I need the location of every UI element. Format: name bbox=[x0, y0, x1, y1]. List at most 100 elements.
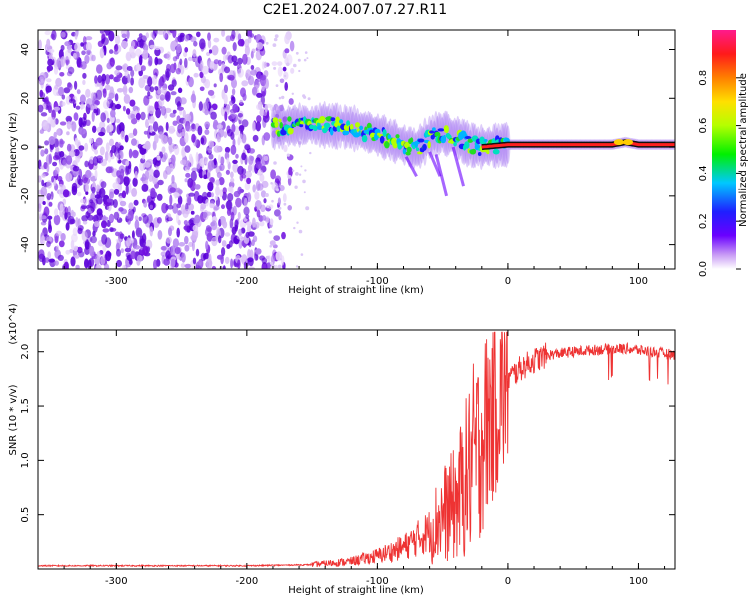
noise-blob bbox=[128, 132, 135, 138]
noise-blob bbox=[139, 161, 146, 172]
noise-blob bbox=[132, 149, 139, 159]
noise-dot bbox=[270, 182, 273, 185]
noise-blob bbox=[269, 218, 274, 226]
noise-blob bbox=[59, 151, 65, 158]
noise-dot bbox=[305, 206, 310, 211]
noise-blob bbox=[275, 106, 281, 115]
noise-blob bbox=[237, 113, 243, 118]
noise-dot bbox=[309, 151, 312, 155]
noise-blob bbox=[245, 214, 250, 220]
colorbar-tick-label: 0.4 bbox=[698, 165, 709, 181]
noise-blob bbox=[124, 164, 130, 176]
noise-blob bbox=[60, 233, 66, 241]
noise-blob bbox=[245, 170, 253, 178]
noise-blob bbox=[184, 34, 190, 42]
noise-blob bbox=[69, 248, 74, 254]
noise-blob bbox=[204, 157, 208, 162]
signal-core bbox=[402, 147, 407, 155]
noise-blob bbox=[208, 253, 212, 265]
noise-blob bbox=[231, 88, 236, 96]
noise-blob bbox=[149, 44, 157, 49]
noise-blob bbox=[161, 146, 166, 154]
noise-blob bbox=[191, 57, 198, 62]
noise-blob bbox=[213, 59, 220, 65]
noise-blob bbox=[173, 192, 180, 197]
noise-blob bbox=[284, 48, 290, 54]
noise-blob bbox=[130, 69, 135, 77]
signal-halo bbox=[471, 122, 476, 169]
noise-blob bbox=[85, 191, 89, 195]
noise-blob bbox=[141, 183, 149, 192]
noise-blob bbox=[68, 98, 76, 104]
noise-blob bbox=[96, 251, 101, 260]
noise-blob bbox=[241, 152, 247, 161]
signal-halo bbox=[287, 106, 293, 146]
noise-blob bbox=[196, 261, 202, 266]
noise-blob bbox=[184, 132, 189, 144]
noise-blob bbox=[67, 48, 72, 54]
signal-core bbox=[444, 125, 449, 134]
noise-blob bbox=[85, 49, 92, 56]
noise-blob bbox=[104, 84, 111, 91]
noise-blob bbox=[145, 32, 149, 39]
signal-halo bbox=[320, 103, 326, 147]
noise-blob bbox=[256, 154, 263, 162]
noise-blob bbox=[52, 169, 58, 177]
noise-blob bbox=[168, 125, 176, 134]
noise-blob bbox=[229, 186, 234, 194]
noise-blob bbox=[96, 184, 100, 192]
noise-blob bbox=[147, 213, 153, 225]
noise-blob bbox=[38, 39, 42, 51]
noise-blob bbox=[229, 100, 234, 106]
signal-core bbox=[279, 122, 284, 129]
noise-blob bbox=[113, 188, 120, 195]
signal-core bbox=[429, 130, 435, 134]
noise-blob bbox=[274, 264, 278, 269]
noise-blob bbox=[165, 236, 172, 244]
noise-blob bbox=[235, 197, 242, 208]
noise-blob bbox=[53, 66, 59, 75]
noise-blob bbox=[237, 259, 241, 269]
signal-halo bbox=[416, 129, 422, 166]
noise-blob bbox=[120, 248, 125, 254]
signal-streak bbox=[451, 146, 465, 187]
noise-blob bbox=[67, 66, 75, 75]
spectrogram-y-ticks: -40 -20 0 20 40 bbox=[20, 43, 675, 253]
noise-blob bbox=[133, 199, 139, 206]
noise-blob bbox=[216, 171, 222, 179]
noise-blob bbox=[124, 247, 132, 253]
noise-blob bbox=[118, 150, 123, 159]
signal-halo bbox=[469, 122, 475, 169]
noise-blob bbox=[287, 176, 292, 186]
noise-blob bbox=[174, 145, 180, 156]
noise-blob bbox=[252, 134, 259, 142]
noise-blob bbox=[48, 224, 52, 234]
noise-blob bbox=[208, 49, 213, 54]
noise-blob bbox=[221, 247, 226, 257]
noise-blob bbox=[184, 47, 189, 53]
noise-blob bbox=[207, 89, 215, 96]
noise-blob bbox=[54, 236, 59, 244]
noise-blob bbox=[218, 235, 222, 244]
noise-blob bbox=[190, 36, 197, 43]
snr-x-ticks: -300 -200 -100 0 100 bbox=[37, 330, 666, 587]
noise-blob bbox=[82, 120, 87, 127]
signal-core bbox=[355, 122, 360, 128]
noise-blob bbox=[114, 69, 120, 76]
noise-blob bbox=[74, 80, 78, 90]
spectrogram-frame bbox=[37, 29, 676, 270]
noise-blob bbox=[170, 245, 177, 256]
noise-blob bbox=[51, 176, 55, 183]
noise-blob bbox=[247, 164, 253, 173]
noise-blob bbox=[226, 157, 230, 165]
noise-blob bbox=[273, 235, 281, 242]
noise-blob bbox=[88, 137, 94, 144]
noise-dot bbox=[265, 255, 270, 260]
noise-blob bbox=[55, 230, 63, 236]
noise-blob bbox=[121, 33, 127, 39]
signal-halo bbox=[381, 113, 387, 161]
noise-blob bbox=[242, 53, 248, 65]
signal-core bbox=[361, 134, 368, 143]
noise-blob bbox=[117, 182, 122, 193]
noise-blob bbox=[238, 239, 243, 249]
